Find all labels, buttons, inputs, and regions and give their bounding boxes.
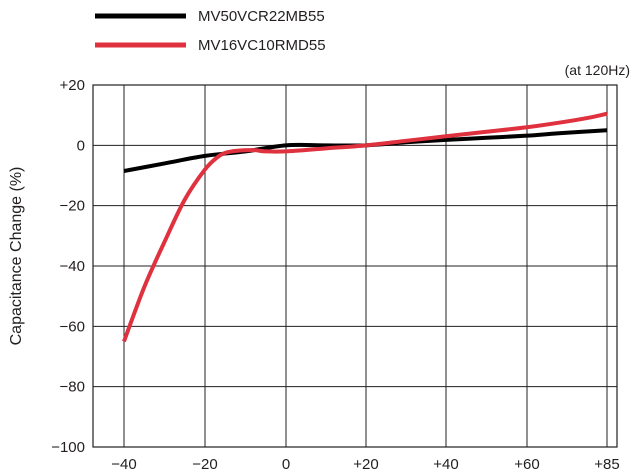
legend: MV50VCR22MB55 MV16VC10RMD55 <box>95 8 326 54</box>
series-line-2 <box>122 111 608 343</box>
legend-label: MV16VC10RMD55 <box>198 37 326 54</box>
plot-frame <box>92 84 618 448</box>
x-tick-label: +20 <box>353 456 378 473</box>
x-tick-label: +40 <box>433 456 458 473</box>
y-tick-label: −40 <box>60 258 85 275</box>
frequency-annotation: (at 120Hz) <box>565 62 630 78</box>
x-tick-label: −40 <box>111 456 136 473</box>
tick-labels: −40 −20 0 +20 +40 +60 +85 +20 0 −20 −40 −60 −80 −100 <box>51 77 620 473</box>
y-tick-label: −20 <box>60 198 85 215</box>
series-layer <box>122 111 608 343</box>
y-axis-label: Capacitance Change (%) <box>8 167 25 346</box>
x-tick-label: −20 <box>192 456 217 473</box>
y-tick-label: −60 <box>60 318 85 335</box>
y-tick-label: 0 <box>77 137 85 154</box>
grid-lines <box>93 84 617 448</box>
x-tick-label: +60 <box>514 456 539 473</box>
x-tick-label: 0 <box>282 456 290 473</box>
y-tick-label: −100 <box>51 439 85 456</box>
y-tick-label: +20 <box>60 77 85 94</box>
legend-label: MV50VCR22MB55 <box>198 8 325 25</box>
y-tick-label: −80 <box>60 379 85 396</box>
x-tick-label: +85 <box>594 456 619 473</box>
